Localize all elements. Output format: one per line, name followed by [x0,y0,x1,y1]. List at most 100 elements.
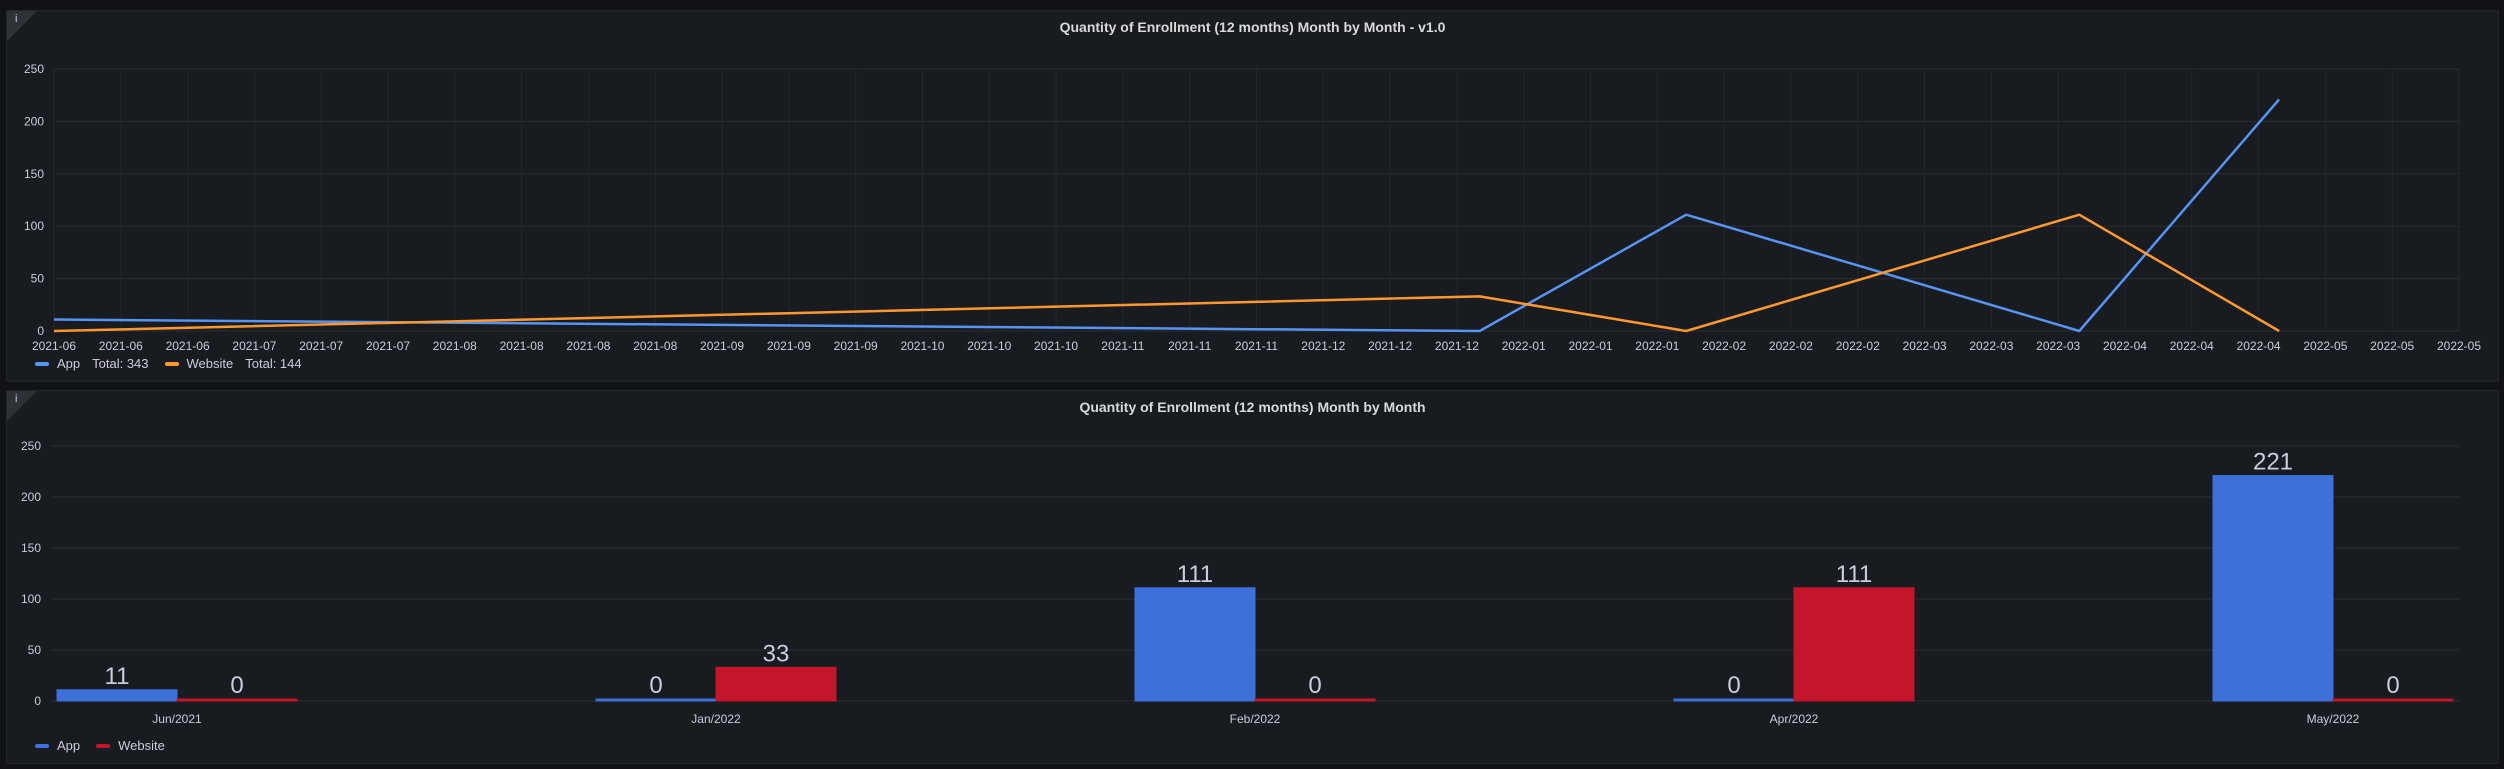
bar-value-label: 221 [2253,449,2293,476]
info-corner[interactable] [7,11,37,41]
x-tick-label: May/2022 [2307,712,2360,726]
bar-value-label: 111 [1836,561,1872,588]
x-tick-label: 2021-08 [433,339,477,353]
y-tick-label: 50 [28,643,42,657]
x-tick-label: 2021-10 [1034,339,1078,353]
x-tick-label: 2021-11 [1168,339,1211,353]
info-corner[interactable] [7,391,37,421]
x-tick-label: 2022-05 [2303,339,2347,353]
bar-app [56,689,178,702]
x-tick-label: 2022-04 [2103,339,2147,353]
x-tick-label: 2021-12 [1435,339,1479,353]
line-legend: App Total: 343 Website Total: 144 [35,356,302,371]
x-tick-label: Apr/2022 [1770,712,1819,726]
x-tick-label: 2022-02 [1702,339,1746,353]
x-tick-label: 2022-01 [1502,339,1546,353]
legend-item-app[interactable]: App Total: 343 [35,356,149,371]
bar-website [2332,698,2454,702]
bar-website [715,666,837,702]
bar-chart: 0 50 100 150 200 250 Jun/2021 11 0 Jan/2022 0 33 Feb… [21,439,2459,726]
bar-app [1134,587,1256,702]
legend-item-website[interactable]: Website [96,738,165,753]
y-tick-label: 150 [21,541,41,555]
x-tick-label: 2021-09 [767,339,811,353]
line-chart-panel: i Quantity of Enrollment (12 months) Mon… [6,10,2499,382]
bar-value-label: 11 [105,663,130,690]
x-tick-label: 2021-11 [1101,339,1144,353]
x-tick-label: 2021-06 [166,339,210,353]
x-tick-label: Feb/2022 [1230,712,1281,726]
x-tick-label: 2021-06 [32,339,76,353]
legend-label-website: Website [186,356,234,371]
y-tick-label: 250 [24,62,44,76]
info-icon[interactable]: i [15,393,18,405]
x-tick-label: 2022-05 [2437,339,2481,353]
panel-title[interactable]: Quantity of Enrollment (12 months) Month… [1059,19,1446,35]
bar-website [1793,587,1915,702]
bar-chart-panel: i Quantity of Enrollment (12 months) Mon… [6,390,2499,764]
bar-value-label: 0 [1727,672,1740,699]
y-tick-label: 0 [37,324,44,338]
x-tick-label: 2022-04 [2237,339,2281,353]
panel-title[interactable]: Quantity of Enrollment (12 months) Month… [1079,399,1426,415]
x-tick-label: 2022-02 [1769,339,1813,353]
bar-value-label: 0 [230,672,243,699]
y-tick-label: 150 [24,167,44,181]
bar-app [2212,475,2334,702]
x-tick-label: 2021-12 [1301,339,1345,353]
x-tick-label: 2021-07 [232,339,276,353]
legend-label-app: App [57,738,81,753]
legend-total-app: Total: 343 [92,356,149,371]
x-tick-label: Jan/2022 [691,712,741,726]
x-tick-label: 2021-12 [1368,339,1412,353]
y-tick-label: 200 [24,114,44,128]
x-tick-label: 2022-04 [2170,339,2214,353]
x-tick-label: 2021-08 [566,339,610,353]
y-tick-label: 250 [21,439,41,453]
x-tick-label: 2022-01 [1569,339,1613,353]
x-tick-label: 2021-07 [366,339,410,353]
x-tick-label: 2022-03 [2036,339,2080,353]
x-tick-label: 2022-02 [1836,339,1880,353]
x-tick-label: 2021-10 [900,339,944,353]
info-icon[interactable]: i [15,13,18,25]
x-tick-label: 2022-01 [1635,339,1679,353]
bar-value-label: 0 [649,672,662,699]
bar-value-label: 0 [1308,672,1321,699]
legend-item-website[interactable]: Website Total: 144 [164,356,302,371]
y-tick-label: 100 [21,592,41,606]
bar-app [595,698,717,702]
legend-swatch-app [35,361,49,366]
x-tick-label: 2021-10 [967,339,1011,353]
legend-swatch-app [35,743,49,748]
x-tick-label: 2022-03 [1903,339,1947,353]
x-tick-label: 2022-05 [2370,339,2414,353]
legend-swatch-website [164,361,179,366]
x-tick-label: 2021-08 [633,339,677,353]
x-tick-label: 2021-07 [299,339,343,353]
bar-value-label: 111 [1177,561,1213,588]
x-tick-label: 2021-06 [99,339,143,353]
x-tick-label: 2022-03 [1969,339,2013,353]
bar-value-label: 33 [763,640,790,667]
legend-label-website: Website [118,738,165,753]
y-tick-label: 50 [31,272,45,286]
bar-app [1673,698,1795,702]
x-tick-label: 2021-09 [700,339,744,353]
x-tick-label: 2021-09 [834,339,878,353]
bar-value-label: 0 [2386,672,2399,699]
legend-total-website: Total: 144 [245,356,302,371]
x-tick-label: 2021-11 [1235,339,1278,353]
x-tick-label: Jun/2021 [152,712,202,726]
bar-legend: App Website [35,738,165,753]
bar-website [176,698,298,702]
y-tick-label: 100 [24,219,44,233]
y-tick-label: 0 [34,694,41,708]
legend-label-app: App [57,356,81,371]
legend-item-app[interactable]: App [35,738,80,753]
x-tick-label: 2021-08 [500,339,544,353]
y-tick-label: 200 [21,490,41,504]
line-chart: 0 50 100 150 200 250 2021-06 2021-06 2021-06 2021… [24,62,2481,353]
legend-swatch-website [96,743,111,748]
bar-website [1254,698,1376,702]
